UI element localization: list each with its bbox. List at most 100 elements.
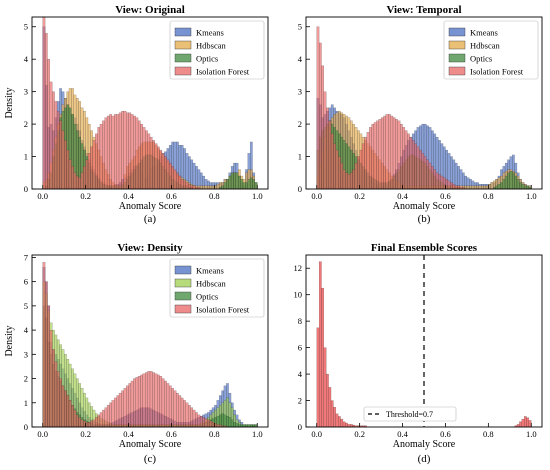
legend-swatch [174, 304, 192, 314]
histogram-bar [431, 166, 434, 190]
histogram-bar [118, 392, 122, 428]
histogram-bar [497, 184, 501, 190]
histogram-bar [135, 377, 139, 428]
histogram-bar [42, 262, 46, 428]
y-tick-label: 4 [24, 325, 29, 335]
histogram-bar [106, 405, 110, 428]
histogram-bar [44, 33, 48, 190]
histogram-bar [68, 159, 72, 190]
x-tick-label: 0.8 [209, 191, 220, 201]
histogram-bar [202, 185, 205, 190]
legend-swatch [448, 53, 466, 63]
histogram-bar [80, 172, 84, 190]
histogram-bar [450, 182, 453, 190]
histogram-bar [514, 175, 518, 190]
histogram-bar [116, 395, 120, 428]
legend-swatch [174, 66, 192, 76]
histogram-bar [92, 419, 96, 428]
histogram-bar [209, 185, 213, 190]
histogram-bar [228, 175, 232, 190]
legend-swatch [174, 265, 192, 275]
x-tick-label: 0.4 [397, 429, 408, 439]
x-tick-label: 0.4 [123, 429, 134, 439]
histogram-bar [397, 120, 401, 190]
histogram-bar [130, 114, 134, 190]
panel-caption: (c) [144, 453, 157, 465]
histogram-bar [192, 409, 196, 428]
histogram-bar [199, 185, 203, 190]
histogram-bar [102, 120, 105, 190]
histogram-bar [97, 414, 101, 428]
histogram-bar [469, 185, 472, 190]
y-tick-label: 1 [24, 152, 28, 162]
histogram-bar [357, 156, 360, 190]
histogram-bar [414, 143, 417, 190]
histogram-bar [321, 287, 325, 428]
histogram-bar [376, 120, 379, 190]
histogram-bar [326, 107, 329, 190]
x-axis-label: Anomaly Score [119, 201, 182, 212]
histogram-bar [521, 184, 525, 190]
histogram-bar [321, 65, 325, 190]
histogram-bar [330, 400, 334, 428]
histogram-bar [223, 414, 227, 428]
histogram-bar [71, 405, 74, 428]
histogram-bar [140, 123, 143, 190]
histogram-bar [519, 421, 522, 428]
y-tick-label: 0 [298, 184, 302, 194]
histogram-bar [400, 123, 403, 190]
y-tick-label: 3 [24, 349, 28, 359]
histogram-bar [216, 184, 220, 190]
histogram-bar [378, 119, 382, 190]
histogram-bar [137, 120, 141, 190]
histogram-bar [395, 119, 398, 190]
histogram-bar [230, 419, 234, 428]
histogram-bar [164, 156, 167, 190]
histogram-bar [114, 397, 117, 428]
panel-2: 0.0 0.2 0.4 0.6 0.8 1.0 0 1 2 3 4 5 View: Temporal An… [298, 4, 543, 225]
histogram-bar [140, 374, 143, 428]
histogram-bar [185, 182, 189, 190]
histogram-bar [221, 185, 225, 190]
histogram-bar [178, 175, 182, 190]
legend-box [169, 258, 265, 318]
histogram-bar [123, 110, 127, 190]
x-tick-label: 0.6 [166, 191, 177, 201]
y-tick-label: 5 [24, 301, 28, 311]
histogram-bar [102, 409, 105, 428]
histogram-bar [161, 153, 165, 190]
histogram-bar [476, 185, 479, 190]
x-tick-label: 0.2 [354, 191, 365, 201]
histogram-bar [483, 185, 487, 190]
histogram-bar [49, 81, 53, 190]
histogram-bar [526, 185, 530, 190]
histogram-bar [392, 117, 396, 190]
series-4 [42, 262, 227, 428]
histogram-bar [183, 400, 186, 428]
histogram-bar [328, 120, 332, 190]
histogram-bar [454, 162, 458, 190]
histogram-bar [104, 407, 108, 428]
histogram-bar [383, 115, 386, 190]
histogram-bar [342, 169, 346, 190]
axes-frame [305, 254, 543, 428]
histogram-bar [371, 123, 375, 190]
x-tick-label: 0.4 [123, 191, 134, 201]
histogram-bar [428, 162, 432, 190]
histogram-bar [423, 156, 427, 190]
legend-swatch [174, 53, 192, 63]
histogram-bar [152, 372, 155, 428]
histogram-bar [145, 130, 148, 190]
histogram-bar [52, 91, 55, 190]
histogram-bar [230, 172, 234, 190]
legend-label: Threshold=0.7 [386, 410, 433, 419]
histogram-bar [490, 182, 494, 190]
histogram-bar [192, 185, 196, 190]
x-tick-label: 0.4 [397, 191, 408, 201]
histogram-bar [95, 417, 98, 428]
histogram-bar [519, 182, 522, 190]
y-tick-label: 6 [24, 277, 28, 287]
histogram-bar [111, 115, 115, 190]
y-tick-label: 5 [298, 22, 302, 32]
